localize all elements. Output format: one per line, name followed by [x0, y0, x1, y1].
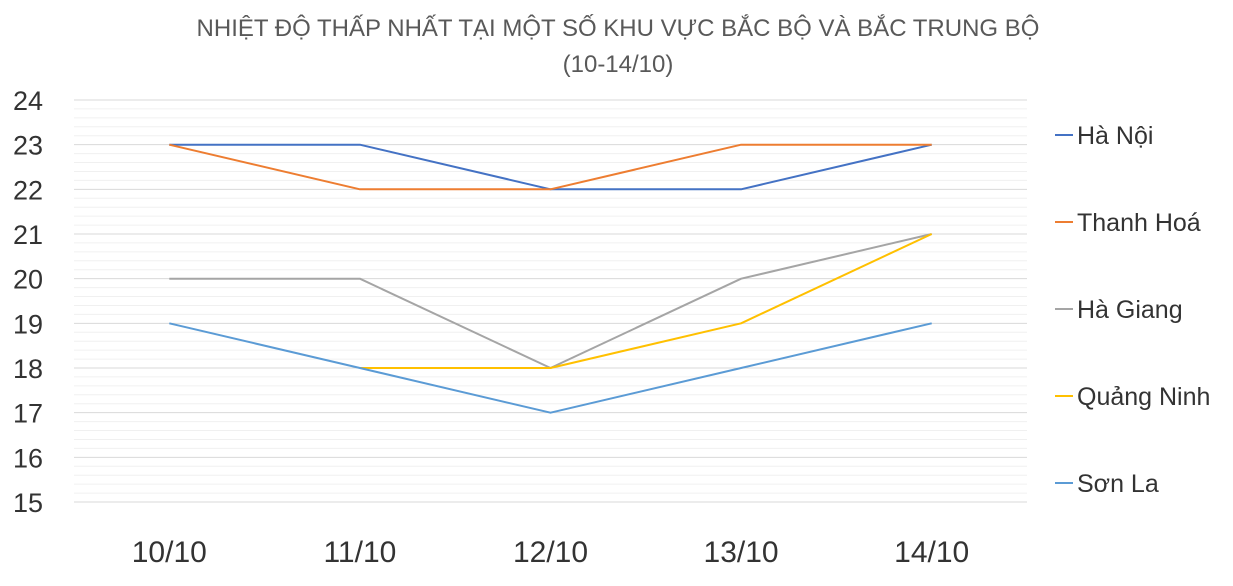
- x-tick-label: 11/10: [323, 536, 396, 569]
- legend-label: Sơn La: [1077, 470, 1159, 498]
- chart-title: NHIỆT ĐỘ THẤP NHẤT TẠI MỘT SỐ KHU VỰC BẮ…: [197, 14, 1040, 42]
- series-line-ha-noi: [169, 143, 932, 191]
- series-line-son-la: [169, 322, 932, 414]
- series-line-quang-ninh: [359, 233, 933, 369]
- legend-label: Hà Nội: [1077, 122, 1153, 150]
- chart-subtitle: (10-14/10): [563, 51, 674, 78]
- legend: Hà Nội Thanh Hoá Hà Giang Quảng Ninh Sơn La: [1055, 122, 1210, 498]
- x-axis: 10/10 11/10 12/10 13/10 14/10: [132, 536, 969, 569]
- legend-label: Hà Giang: [1077, 296, 1183, 324]
- y-tick-label: 18: [13, 354, 43, 384]
- x-tick-label: 13/10: [704, 536, 779, 569]
- y-tick-label: 23: [13, 131, 43, 161]
- y-tick-label: 15: [13, 488, 43, 518]
- x-tick-label: 12/10: [513, 536, 588, 569]
- series-line-ha-giang: [169, 233, 932, 369]
- y-tick-label: 20: [13, 265, 43, 295]
- x-tick-label: 10/10: [132, 536, 207, 569]
- y-tick-label: 21: [13, 220, 43, 250]
- series-lines: [169, 143, 933, 414]
- legend-label: Quảng Ninh: [1077, 383, 1210, 411]
- y-tick-label: 19: [13, 309, 43, 339]
- y-tick-label: 22: [13, 175, 43, 205]
- y-tick-label: 17: [13, 399, 43, 429]
- y-tick-label: 24: [13, 86, 43, 116]
- y-tick-label: 16: [13, 443, 43, 473]
- gridlines: [74, 99, 1027, 503]
- x-tick-label: 14/10: [894, 536, 969, 569]
- series-line-thanh-hoa: [169, 143, 932, 191]
- y-axis: 15 16 17 18 19 20 21 22 23 24: [13, 86, 43, 518]
- legend-label: Thanh Hoá: [1077, 209, 1201, 237]
